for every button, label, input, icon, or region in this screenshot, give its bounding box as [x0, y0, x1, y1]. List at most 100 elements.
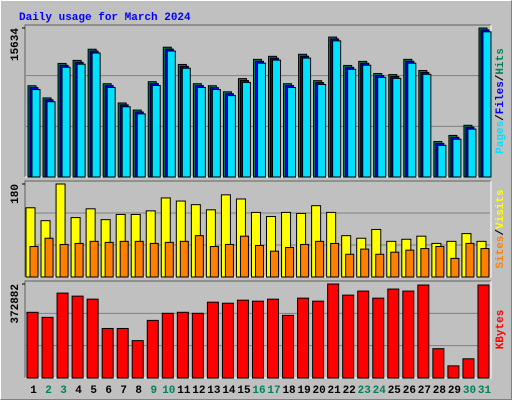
bar: [467, 128, 477, 178]
bar: [29, 246, 39, 278]
legend: Pages/Files/Hits: [495, 48, 507, 154]
bar: [59, 243, 69, 278]
bar: [282, 314, 295, 379]
bar: [121, 106, 131, 178]
bar: [375, 253, 385, 278]
bar: [480, 248, 490, 278]
bar: [347, 68, 357, 178]
x-tick-label: 7: [120, 385, 127, 397]
bar: [402, 290, 415, 379]
bar: [357, 290, 370, 379]
x-tick-label: 28: [433, 385, 447, 397]
bar: [377, 76, 387, 178]
x-tick-label: 22: [343, 385, 356, 397]
x-tick-label: 23: [358, 385, 372, 397]
bar: [116, 327, 129, 379]
y-tick-label: 372882: [10, 284, 22, 324]
x-tick-label: 29: [448, 385, 461, 397]
x-tick-label: 4: [75, 385, 82, 397]
bar: [166, 50, 176, 178]
bar: [119, 240, 129, 278]
legend-entry: Files: [495, 81, 507, 114]
bar: [226, 95, 236, 178]
bar: [181, 67, 191, 178]
bar: [221, 302, 234, 379]
legend: Sites/Visits: [495, 189, 507, 268]
bar: [330, 242, 340, 278]
bar: [149, 242, 159, 278]
bar: [61, 66, 71, 178]
bar: [435, 246, 445, 278]
x-tick-label: 20: [313, 385, 326, 397]
bar: [297, 297, 310, 379]
bar: [360, 248, 370, 278]
bar: [285, 247, 295, 278]
bar: [342, 294, 355, 379]
bar: [46, 101, 56, 178]
bar: [302, 57, 312, 178]
bar: [254, 244, 264, 278]
bar: [317, 83, 327, 178]
bar: [251, 300, 264, 379]
bar: [89, 240, 99, 278]
bar: [482, 31, 492, 178]
plot-bevel: [24, 280, 491, 378]
legend-separator: /: [495, 229, 507, 236]
legend: KBytes: [495, 310, 507, 350]
bar: [76, 63, 86, 178]
bar: [41, 316, 54, 379]
bar: [131, 340, 144, 379]
bar: [191, 312, 204, 379]
bar: [300, 243, 310, 278]
bar: [392, 77, 402, 178]
x-tick-label: 6: [105, 385, 112, 397]
bar: [465, 242, 475, 278]
bar: [146, 319, 159, 379]
bar: [164, 241, 174, 278]
x-tick-label: 17: [267, 385, 280, 397]
legend-entry: KBytes: [495, 310, 507, 350]
bar: [390, 251, 400, 278]
bar: [134, 240, 144, 278]
bar: [241, 81, 251, 178]
x-tick-label: 2: [45, 385, 52, 397]
legend-entry: Pages: [495, 121, 507, 154]
plot-bevel: [24, 24, 491, 177]
x-tick-label: 18: [282, 385, 296, 397]
bar: [209, 246, 219, 278]
bar: [312, 300, 325, 379]
x-tick-label: 30: [463, 385, 476, 397]
bar: [420, 248, 430, 278]
bar: [372, 297, 385, 379]
x-tick-label: 27: [418, 385, 431, 397]
bar: [91, 52, 101, 178]
bar: [387, 288, 400, 379]
bar: [176, 311, 189, 379]
y-tick-label: 15634: [10, 28, 22, 61]
legend-separator: /: [495, 114, 507, 121]
bar: [405, 249, 415, 278]
bar: [44, 237, 54, 278]
bar: [452, 138, 462, 178]
bar: [447, 365, 460, 379]
x-tick-label: 3: [60, 385, 67, 397]
x-tick-label: 16: [252, 385, 265, 397]
bar: [287, 87, 297, 178]
bar: [270, 250, 280, 278]
x-tick-label: 8: [135, 385, 142, 397]
bar: [151, 84, 161, 178]
bar: [450, 257, 460, 278]
bar: [417, 284, 430, 379]
x-tick-label: 21: [328, 385, 342, 397]
bar: [196, 87, 206, 178]
bar: [26, 311, 39, 379]
bar: [407, 62, 417, 178]
bar: [211, 89, 221, 178]
x-tick-label: 9: [150, 385, 157, 397]
plot-bevel: [24, 180, 491, 277]
bar: [56, 292, 69, 379]
x-tick-label: 13: [207, 385, 221, 397]
x-tick-label: 1: [30, 385, 37, 397]
bar: [477, 284, 490, 379]
